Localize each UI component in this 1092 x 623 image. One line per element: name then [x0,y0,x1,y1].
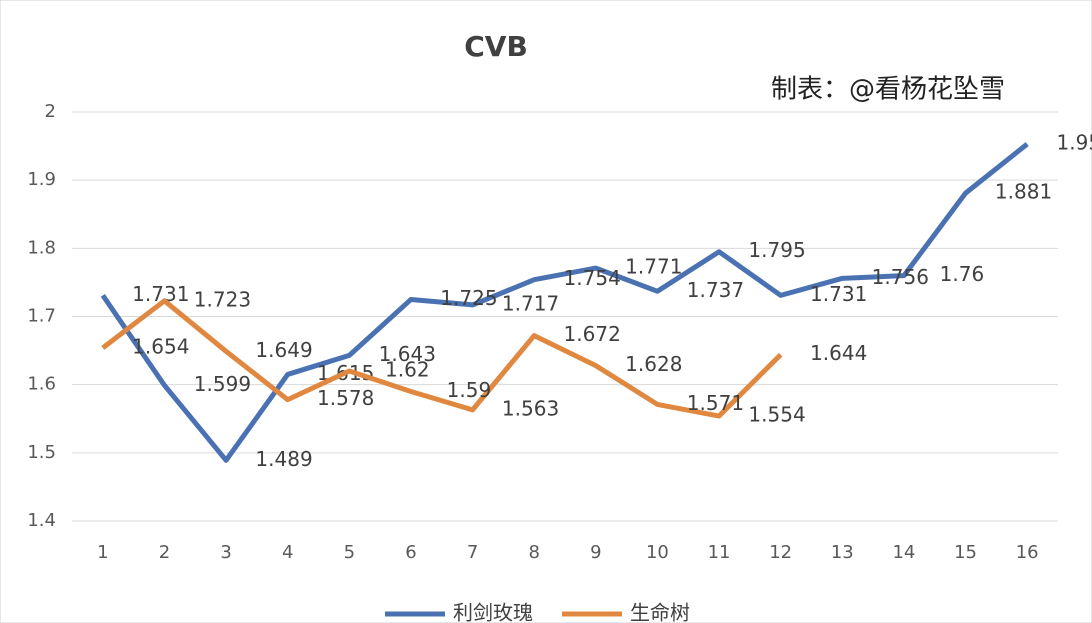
data-label: 1.953 [1057,131,1092,155]
data-label: 1.489 [255,447,312,471]
x-tick-label: 6 [405,542,416,563]
data-label: 1.717 [502,291,559,315]
x-tick-label: 2 [159,542,170,563]
data-label: 1.643 [379,342,436,366]
x-tick-label: 12 [769,542,792,563]
data-label: 1.771 [625,255,682,279]
x-tick-label: 13 [831,542,854,563]
x-tick-label: 8 [528,542,539,563]
data-label: 1.795 [748,238,805,262]
data-label: 1.599 [194,372,251,396]
data-label: 1.563 [502,396,559,420]
x-tick-label: 9 [590,542,601,563]
x-tick-label: 16 [1016,542,1039,563]
y-tick-label: 1.8 [27,237,56,258]
data-label: 1.725 [440,286,497,310]
series-line [101,298,783,419]
y-tick-label: 1.6 [27,374,56,395]
data-label: 1.571 [687,391,744,415]
series-line [100,142,1029,463]
y-tick-label: 2 [45,101,56,122]
data-label: 1.59 [447,378,492,402]
data-label: 1.737 [687,278,744,302]
annotation: 制表：@看杨花坠雪 [771,75,1005,105]
data-label: 1.76 [940,262,985,286]
data-label: 1.756 [872,265,929,289]
data-label: 1.754 [564,266,621,290]
data-label: 1.578 [317,386,374,410]
data-label: 1.628 [625,352,682,376]
data-label: 1.649 [255,338,312,362]
x-tick-label: 1 [97,542,108,563]
chart-title: CVB [464,30,528,63]
data-label: 1.731 [810,282,867,306]
data-label: 1.654 [132,334,189,358]
x-tick-label: 5 [344,542,355,563]
y-tick-label: 1.4 [27,510,56,531]
x-tick-label: 7 [467,542,478,563]
x-tick-label: 10 [646,542,669,563]
data-label: 1.644 [810,341,867,365]
x-tick-label: 3 [220,542,231,563]
data-label: 1.554 [748,403,805,427]
data-label: 1.62 [385,358,430,382]
y-tick-label: 1.9 [27,169,56,190]
legend-label: 生命树 [630,601,690,623]
x-tick-label: 4 [282,542,293,563]
x-tick-label: 15 [954,542,977,563]
x-tick-label: 11 [708,542,731,563]
data-label: 1.723 [194,287,251,311]
y-tick-label: 1.7 [27,306,56,327]
y-tick-label: 1.5 [27,442,56,463]
data-label: 1.672 [564,322,621,346]
data-label: 1.881 [995,180,1052,204]
legend-label: 利剑玫瑰 [453,601,533,623]
x-tick-label: 14 [892,542,915,563]
